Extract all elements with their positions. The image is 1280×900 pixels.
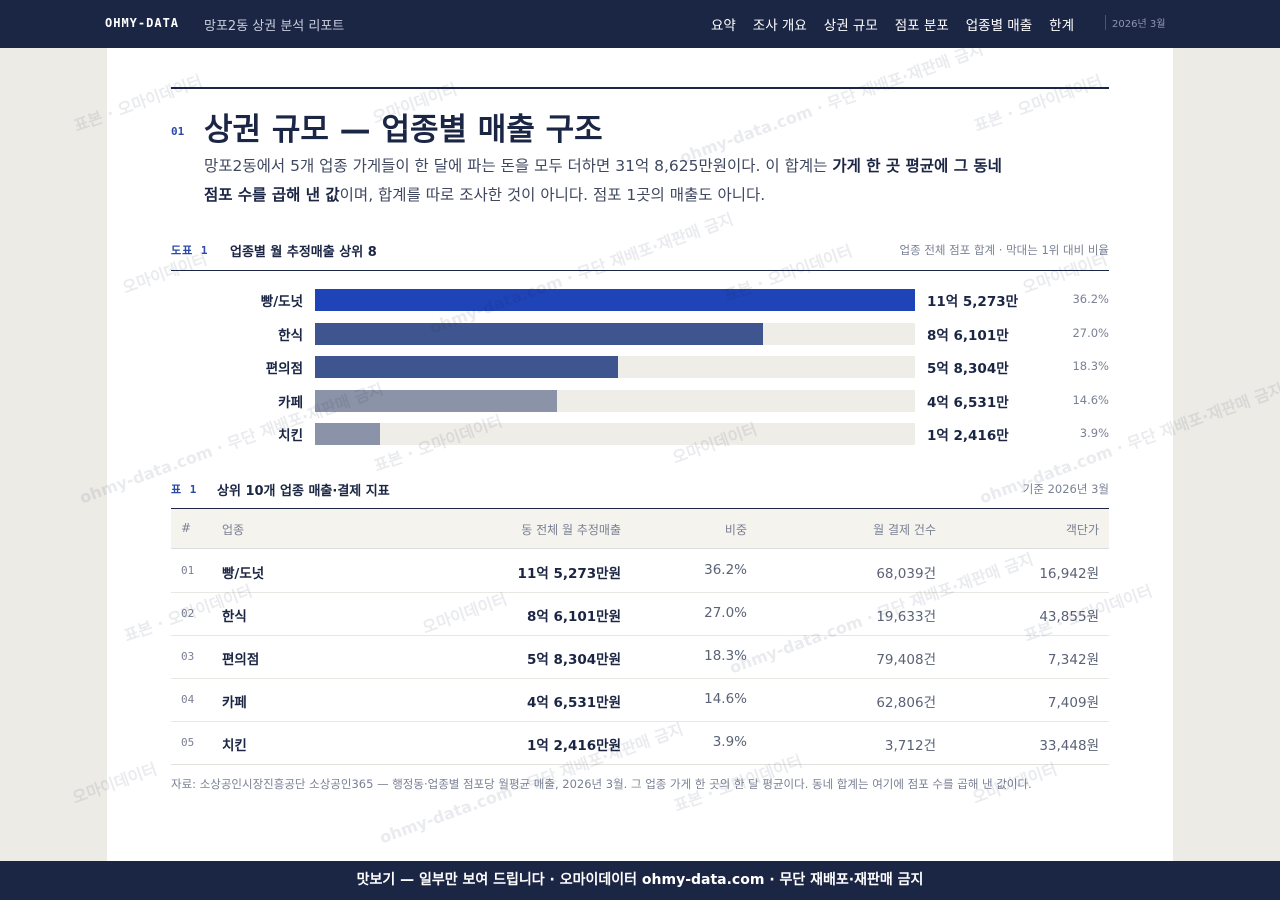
table-cell: 16,942원 [1039,566,1099,582]
category-label: 빵/도넛 [260,294,303,310]
bar [315,356,619,378]
table-cell: 8억 6,101만원 [526,609,621,625]
table-cell: 33,448원 [1039,738,1099,754]
table-cell: 치킨 [222,738,247,754]
table-cell: 01 [181,564,195,577]
table-cell: 04 [181,693,195,706]
report-date: 2026년 3월 [1105,15,1165,30]
table-title: 상위 10개 업종 매출·결제 지표 [217,484,390,499]
report-subtitle: 망포2동 상권 분석 리포트 [204,19,345,34]
bar [315,322,764,345]
lead-text: 이며, 합계를 따로 조사한 것이 아니다. 점포 1곳의 매출도 아니다. [339,186,766,204]
share-label: 14.6% [1072,392,1109,407]
category-label: 치킨 [278,428,303,444]
lead-text: 망포2동에서 5개 업종 가게들이 한 달에 파는 돈을 모두 더하면 31억 … [204,157,833,175]
nav-link[interactable]: 업종별 매출 [965,18,1033,34]
table-cell: 19,633건 [876,609,936,625]
figure-title: 업종별 월 추정매출 상위 8 [230,245,377,260]
table-cell: 05 [181,736,195,749]
category-label: 한식 [278,327,303,344]
table-cell: 18.3% [704,648,747,664]
nav-link[interactable]: 요약 [710,18,736,34]
table-cell: 3,712건 [884,738,936,754]
share-label: 3.9% [1079,426,1109,440]
table-cell: 14.6% [704,691,747,707]
table-cell: 빵/도넛 [222,566,265,582]
share-label: 27.0% [1072,325,1109,340]
column-header: 동 전체 월 추정매출 [521,523,621,537]
table-cell: 편의점 [222,652,260,668]
nav-link[interactable]: 조사 개요 [752,18,807,34]
table-header [171,509,1109,549]
row-divider [171,678,1109,679]
figure-note: 업종 전체 점포 합계 · 막대는 1위 대비 비율 [899,243,1110,257]
table-note: 기준 2026년 3월 [1022,482,1109,496]
table-label: 표 1 [171,483,198,496]
column-header: 업종 [222,523,245,537]
table-cell: 43,855원 [1039,609,1099,625]
bar [315,423,380,445]
lead: 망포2동에서 5개 업종 가게들이 한 달에 파는 돈을 모두 더하면 31억 … [204,152,1014,210]
category-label: 카페 [278,394,303,411]
table-cell: 7,409원 [1047,695,1099,711]
table-cell: 7,342원 [1047,652,1099,668]
table-caption: 표 1 상위 10개 업종 매출·결제 지표 기준 2026년 3월 [171,481,1109,501]
nav-link[interactable]: 상권 규모 [823,18,878,34]
value-label: 1억 2,416만 [927,428,1009,444]
table-cell: 62,806건 [876,695,936,711]
table-cell: 4억 6,531만원 [526,695,621,711]
section-rule [171,87,1109,89]
banner: 맛보기 — 일부만 보여 드립니다 · 오마이데이터 ohmy-data.com… [0,861,1280,900]
bar [315,289,915,311]
row-divider [171,721,1109,722]
bar-track [315,423,915,445]
top-bar: OHMY-DATA 망포2동 상권 분석 리포트 요약 조사 개요 상권 규모 점포 … [0,0,1280,48]
section-title: 상권 규모 — 업종별 매출 구조 [204,112,603,148]
table-cell: 1억 2,416만원 [526,738,621,754]
table-rule [171,508,1109,509]
column-header: 비중 [724,523,747,537]
table-cell: 11억 5,273만원 [517,566,621,582]
section-number: 01 [171,125,185,138]
figure-rule [171,270,1109,271]
bar [315,389,558,412]
sheet [107,48,1173,861]
table-cell: 79,408건 [876,652,936,668]
table-cell: 02 [181,607,195,620]
table-cell: 03 [181,650,195,663]
lead-strong: 가게 한 곳 평균에 그 동네 점포 수를 곱해 낸 값 [204,157,1002,204]
table-cell: 카페 [222,695,247,711]
table-cell: 68,039건 [876,566,936,582]
value-label: 8억 6,101만 [927,327,1009,344]
row-divider [171,635,1109,636]
row-divider [171,592,1109,593]
figure-label: 도표 1 [171,244,209,257]
category-label: 편의점 [265,361,303,377]
value-label: 4억 6,531만 [927,394,1009,411]
table-cell: 5억 8,304만원 [526,652,621,668]
source: 자료: 소상공인시장진흥공단 소상공인365 — 행정동·업종별 점포당 월평균… [171,777,1032,791]
value-label: 11억 5,273만 [927,294,1019,310]
nav-link[interactable]: 점포 분포 [894,18,949,34]
table-cell: 36.2% [704,562,747,578]
value-label: 5억 8,304만 [927,361,1009,377]
column-header: 월 결제 건수 [873,523,936,537]
table-cell: 3.9% [712,734,747,750]
column-header: 객단가 [1065,523,1099,537]
brand[interactable]: OHMY-DATA [105,16,180,30]
nav: 요약 조사 개요 상권 규모 점포 분포 업종별 매출 한계 [711,14,1074,34]
source-rule [171,764,1109,765]
nav-link[interactable]: 한계 [1049,18,1074,34]
column-header: # [181,521,192,535]
figure-caption: 도표 1 업종별 월 추정매출 상위 8 업종 전체 점포 합계 · 막대는 1… [171,242,1109,262]
share-label: 18.3% [1072,359,1109,373]
share-label: 36.2% [1072,292,1109,306]
table-cell: 27.0% [704,605,747,621]
table-cell: 한식 [222,609,247,625]
